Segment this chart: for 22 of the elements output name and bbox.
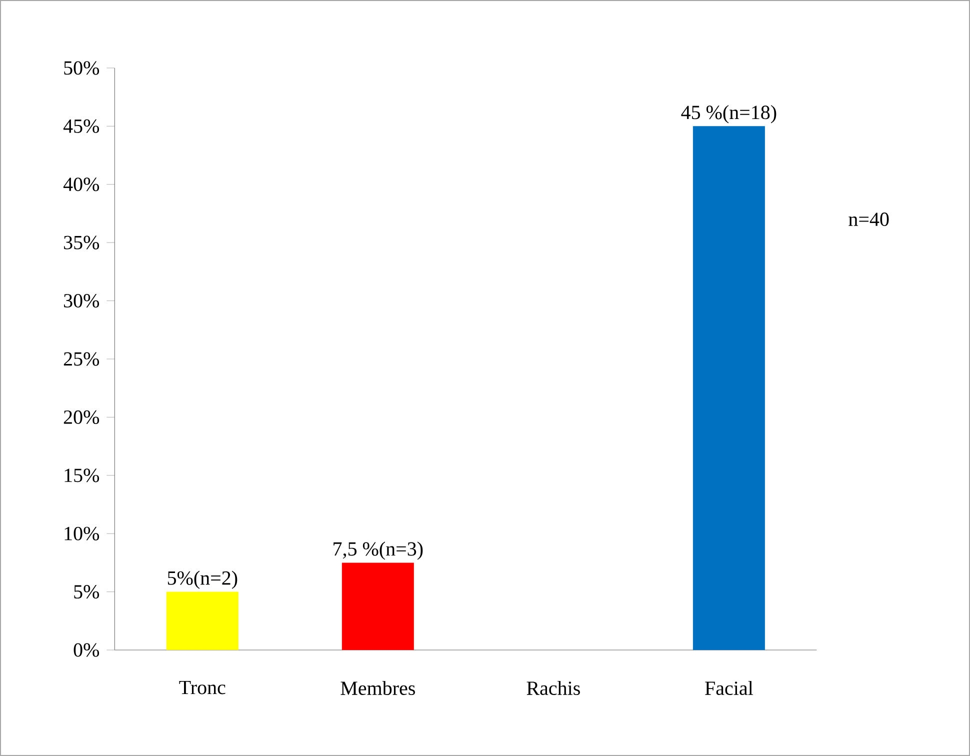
x-tick-label: Rachis	[526, 680, 580, 696]
y-tick-label: 50%	[64, 61, 100, 75]
data-label: 45 %(n=18)	[681, 105, 776, 124]
y-tick-label: 10%	[64, 526, 100, 540]
y-tick-label: 45%	[63, 119, 100, 133]
bar	[692, 126, 765, 650]
x-tick-label: Tronc	[179, 680, 226, 694]
y-tick-label: 35%	[64, 236, 100, 250]
bar	[342, 562, 414, 650]
y-tick-label: 0%	[74, 643, 100, 657]
y-tick-label: 5%	[74, 585, 100, 599]
bar	[166, 592, 238, 650]
y-tick-label: 30%	[64, 294, 100, 308]
data-label: 5%(n=2)	[168, 570, 238, 589]
y-tick-label: 20%	[64, 410, 100, 424]
y-tick-label: 15%	[64, 468, 100, 482]
text: n=40	[848, 212, 889, 226]
y-tick-label: 40%	[63, 178, 100, 192]
data-label: 7,5 %(n=3)	[334, 542, 423, 560]
x-tick-label: Facial	[705, 680, 753, 696]
x-tick-label: Membres	[340, 680, 415, 696]
y-tick-label: 25%	[64, 352, 100, 366]
